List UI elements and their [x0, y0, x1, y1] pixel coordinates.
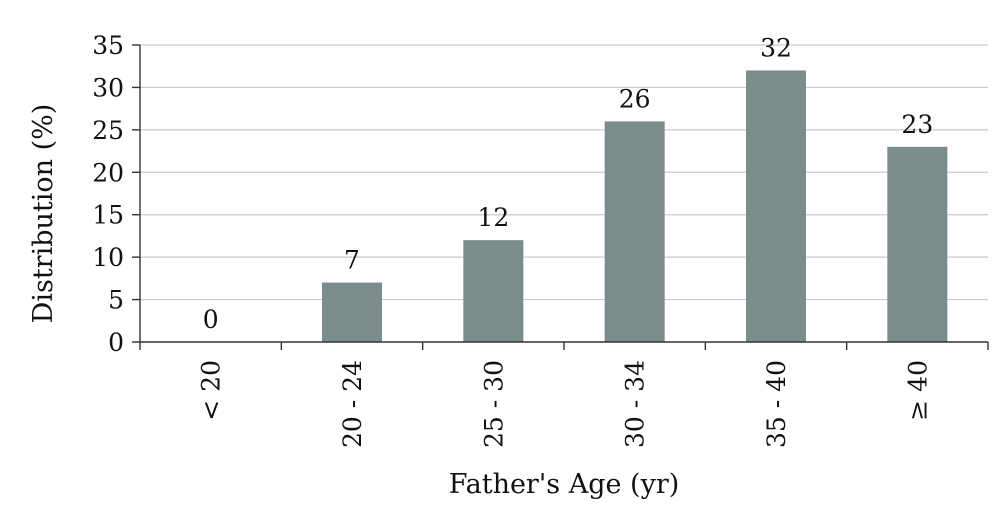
data-label: 26	[619, 84, 651, 113]
y-tick-label: 20	[92, 158, 124, 187]
bar	[746, 70, 806, 342]
data-labels: 0 7 12 26 32 23	[203, 33, 934, 334]
y-tick-label: 10	[92, 243, 124, 272]
x-tick-labels: < 20 20 - 24 25 - 30 30 - 34 35 - 40 ≥ 40	[197, 360, 933, 448]
y-axis-title: Distribution (%)	[28, 104, 59, 324]
x-tick-label: < 20	[197, 360, 226, 421]
data-label: 7	[344, 246, 360, 275]
x-tick-label: 20 - 24	[338, 360, 367, 448]
y-tick-label: 25	[92, 116, 124, 145]
bars	[322, 70, 948, 342]
bar	[604, 121, 665, 342]
grid-lines	[140, 44, 988, 301]
y-tick-label: 15	[92, 201, 124, 230]
bar	[887, 146, 948, 342]
bar	[322, 282, 382, 342]
data-label: 32	[760, 33, 792, 62]
y-tick-label: 30	[92, 73, 124, 102]
data-label: 23	[901, 110, 933, 139]
y-tick-labels: 0 5 10 15 20 25 30 35	[92, 31, 124, 357]
data-label: 12	[477, 203, 509, 232]
data-label: 0	[203, 305, 219, 334]
x-axis-title: Father's Age (yr)	[449, 469, 680, 500]
y-tick-label: 35	[92, 31, 124, 60]
x-tick-label: ≥ 40	[903, 360, 932, 421]
y-tick-label: 0	[108, 328, 124, 357]
y-tick-label: 5	[108, 286, 124, 315]
x-tick-label: 35 - 40	[762, 360, 791, 448]
x-tick-label: 30 - 34	[621, 360, 650, 448]
x-tick-label: 25 - 30	[479, 360, 508, 448]
bar	[463, 240, 524, 342]
axes	[132, 44, 989, 350]
